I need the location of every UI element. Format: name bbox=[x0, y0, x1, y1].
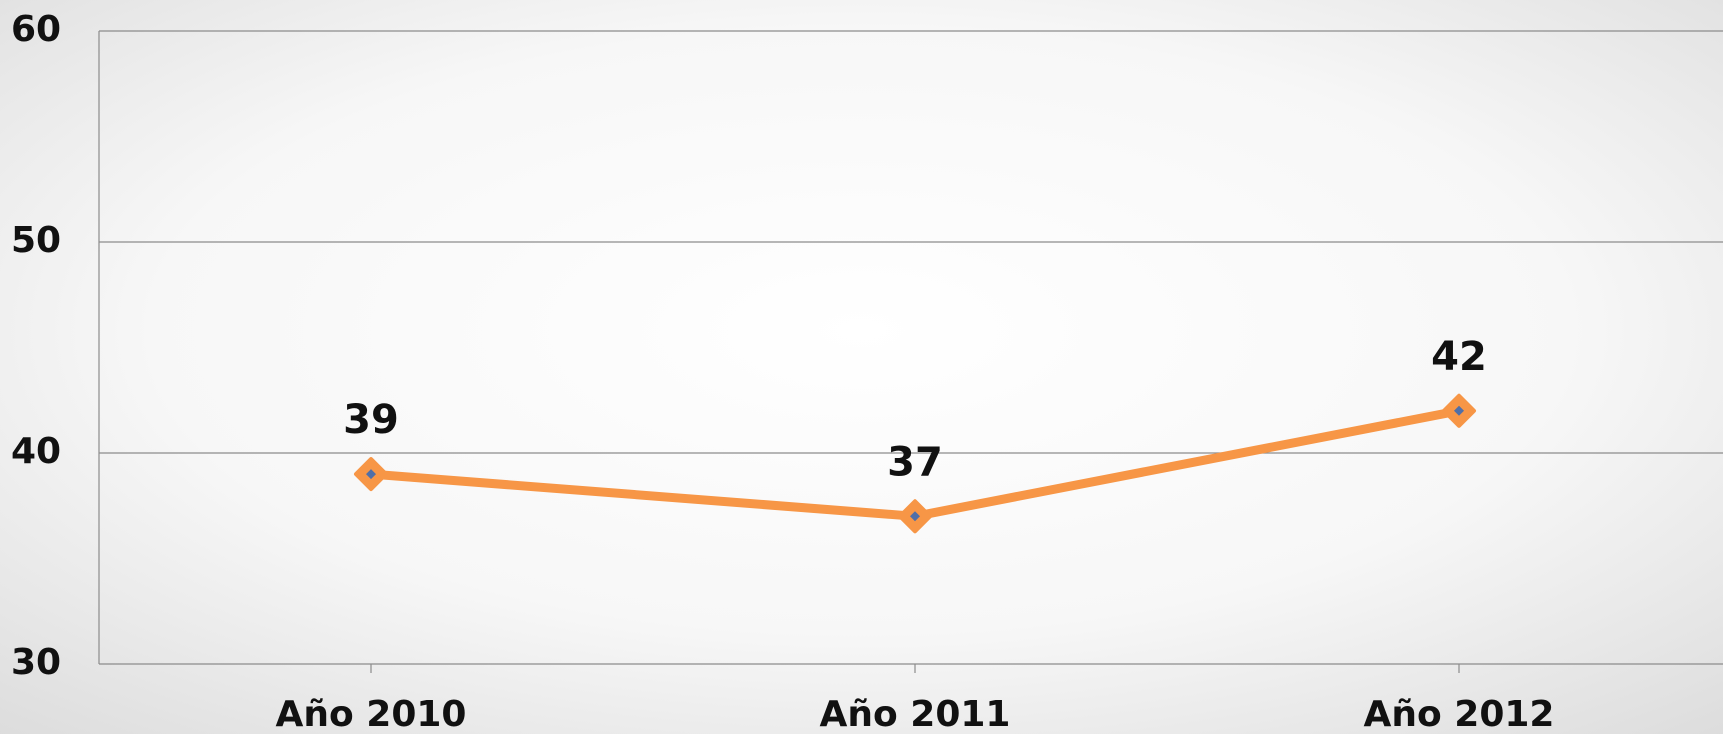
marker-center bbox=[1454, 405, 1464, 416]
data-label: 42 bbox=[1431, 334, 1487, 380]
y-tick-label: 60 bbox=[11, 9, 61, 50]
x-tick-label: Año 2012 bbox=[1364, 694, 1555, 734]
y-tick-label: 40 bbox=[11, 431, 61, 472]
x-tick-label: Año 2011 bbox=[820, 694, 1011, 734]
y-tick-label: 30 bbox=[11, 642, 61, 683]
marker-center bbox=[910, 511, 920, 522]
x-tick-label: Año 2010 bbox=[276, 694, 467, 734]
data-label: 39 bbox=[343, 397, 399, 443]
marker-center bbox=[366, 469, 376, 480]
data-label: 37 bbox=[887, 439, 943, 485]
y-tick-label: 50 bbox=[11, 220, 61, 261]
